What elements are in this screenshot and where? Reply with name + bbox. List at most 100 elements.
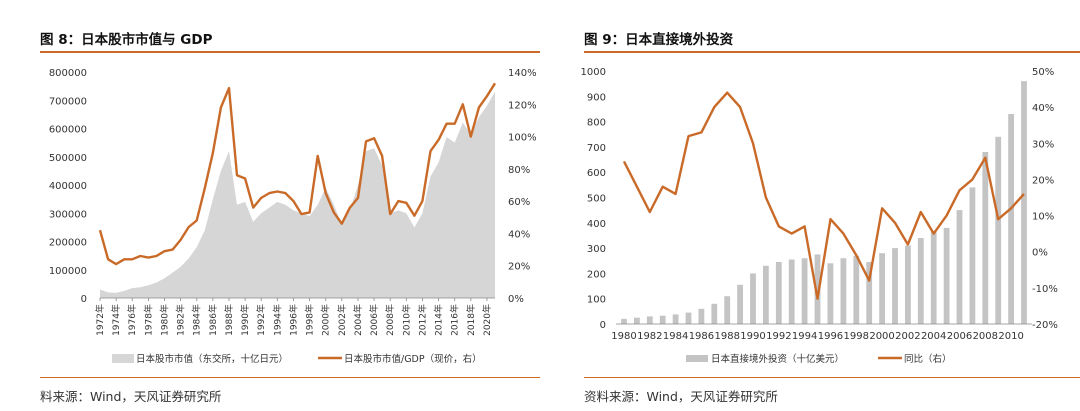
investment-bar <box>685 312 692 324</box>
y-right-tick-label: 20% <box>508 262 530 273</box>
x-tick-label: 1992年 <box>255 304 267 336</box>
legend-area-swatch <box>112 354 134 363</box>
investment-bar <box>750 273 756 324</box>
investment-bar <box>775 262 782 324</box>
investment-bar <box>646 316 653 324</box>
x-tick-label: 1984年 <box>191 304 203 336</box>
y-left-tick-label: 300 <box>587 244 606 255</box>
y-left-tick-label: 400000 <box>49 181 87 192</box>
right-title-rule <box>584 51 1080 53</box>
right-chart-panel: 图 9：日本直接境外投资 0 100 200 300 400 500 600 700 800 90… <box>540 0 1080 411</box>
y-right-tick-label: 140% <box>508 68 537 79</box>
x-tick-label: 1994 <box>792 331 817 342</box>
legend-line-label: 日本股市市值/GDP（现价，右） <box>344 353 482 365</box>
investment-bar <box>724 296 731 324</box>
x-tick-label: 2018年 <box>465 304 477 336</box>
x-tick-label: 1988年 <box>223 304 235 336</box>
y-right-tick-label: 60% <box>508 197 530 208</box>
right-chart-svg: 0 100 200 300 400 500 600 700 800 900 1000 -20% -10%… <box>581 67 1058 365</box>
investment-bar <box>814 254 821 324</box>
y-left-tick-label: 100000 <box>49 266 87 277</box>
x-tick-label: 1998年 <box>304 304 316 336</box>
market-cap-area <box>100 91 495 298</box>
y-left-tick-label: 700000 <box>49 96 87 107</box>
y-left-tick-label: 0 <box>600 320 606 331</box>
y-left-tick-label: 100 <box>587 295 606 306</box>
investment-bar <box>827 263 834 324</box>
investment-bar <box>853 255 860 324</box>
x-tick-label: 2012年 <box>416 304 428 336</box>
investment-bar <box>892 248 898 324</box>
investment-bar <box>1021 81 1027 324</box>
investment-bar <box>621 318 627 324</box>
x-tick-label: 2016年 <box>449 304 461 336</box>
investment-bar <box>982 152 989 324</box>
x-tick-label: 1972年 <box>94 304 106 336</box>
left-source-rule <box>40 377 540 378</box>
investment-bar <box>995 136 1002 324</box>
y-left-tick-label: 0 <box>81 294 87 305</box>
x-tick-label: 2006 <box>947 331 972 342</box>
investment-bar <box>737 284 743 324</box>
investment-bar <box>969 187 976 324</box>
investment-bar <box>905 245 911 324</box>
x-tick-label: 2002 <box>895 331 920 342</box>
y-left-tick-label: 500000 <box>49 153 87 164</box>
right-source-rule <box>584 377 1080 378</box>
y-right-tick-label: 10% <box>1032 212 1054 223</box>
x-tick-label: 1986 <box>689 331 714 342</box>
y-left-tick-label: 400 <box>587 219 606 230</box>
right-source-note: 资料来源：Wind，天风证券研究所 <box>584 389 778 404</box>
investment-bar <box>698 308 705 324</box>
x-tick-label: 2004年 <box>352 304 364 336</box>
investment-bar <box>879 253 885 324</box>
left-chart-svg: 0 100000 200000 300000 400000 500000 600000 700… <box>49 68 537 365</box>
left-chart-panel: 图 8：日本股市市值与 GDP 0 100000 200000 300000 40000… <box>40 32 540 404</box>
x-tick-label: 1978年 <box>142 304 154 336</box>
y-left-tick-label: 600 <box>587 168 606 179</box>
x-tick-label: 1998 <box>844 331 869 342</box>
x-tick-label: 1976年 <box>126 304 138 336</box>
y-left-tick-label: 200 <box>587 269 606 280</box>
investment-bar <box>788 259 795 324</box>
y-left-tick-label: 700 <box>587 143 606 154</box>
y-right-tick-label: 20% <box>1032 175 1054 186</box>
y-left-tick-label: 1000 <box>581 67 606 78</box>
x-tick-label: 1980年 <box>158 304 170 336</box>
investment-bar <box>943 227 950 324</box>
y-right-tick-label: 100% <box>508 133 537 144</box>
y-right-tick-label: 40% <box>508 229 530 240</box>
y-left-tick-label: 600000 <box>49 125 87 136</box>
x-tick-label: 1982 <box>637 331 662 342</box>
y-right-tick-label: 50% <box>1032 67 1054 78</box>
y-left-tick-label: 800000 <box>49 68 87 79</box>
x-tick-label: 1980 <box>611 331 636 342</box>
left-source-note: 料来源：Wind，天风证券研究所 <box>40 389 222 404</box>
legend-area-label: 日本股市市值（东交所，十亿日元） <box>136 353 288 365</box>
x-tick-label: 1992 <box>766 331 791 342</box>
investment-bar <box>672 314 679 324</box>
right-chart-title: 图 9：日本直接境外投资 <box>584 32 734 48</box>
investment-bar <box>917 238 924 324</box>
x-tick-label: 1986年 <box>207 304 219 336</box>
y-right-tick-label: 30% <box>1032 139 1054 150</box>
investment-bar <box>763 265 769 324</box>
x-tick-label: 1996年 <box>287 304 299 336</box>
investment-bar <box>930 231 937 324</box>
x-tick-label: 2008 <box>973 331 998 342</box>
x-tick-label: 1996 <box>818 331 843 342</box>
x-tick-label: 2006年 <box>368 304 380 336</box>
left-chart-title: 图 8：日本股市市值与 GDP <box>40 32 213 48</box>
x-tick-label: 2014年 <box>433 304 445 336</box>
y-left-tick-label: 800 <box>587 118 606 129</box>
x-tick-label: 2010年 <box>400 304 412 336</box>
y-right-tick-label: 40% <box>1032 103 1054 114</box>
y-right-tick-label: 0% <box>1032 248 1048 259</box>
y-right-tick-label: -10% <box>1032 284 1058 295</box>
investment-bar <box>711 303 718 324</box>
x-tick-label: 1990年 <box>239 304 251 336</box>
investment-bar <box>659 315 666 324</box>
investment-bar <box>866 262 873 324</box>
x-tick-label: 1974年 <box>110 304 122 336</box>
x-tick-label: 1990 <box>740 331 765 342</box>
